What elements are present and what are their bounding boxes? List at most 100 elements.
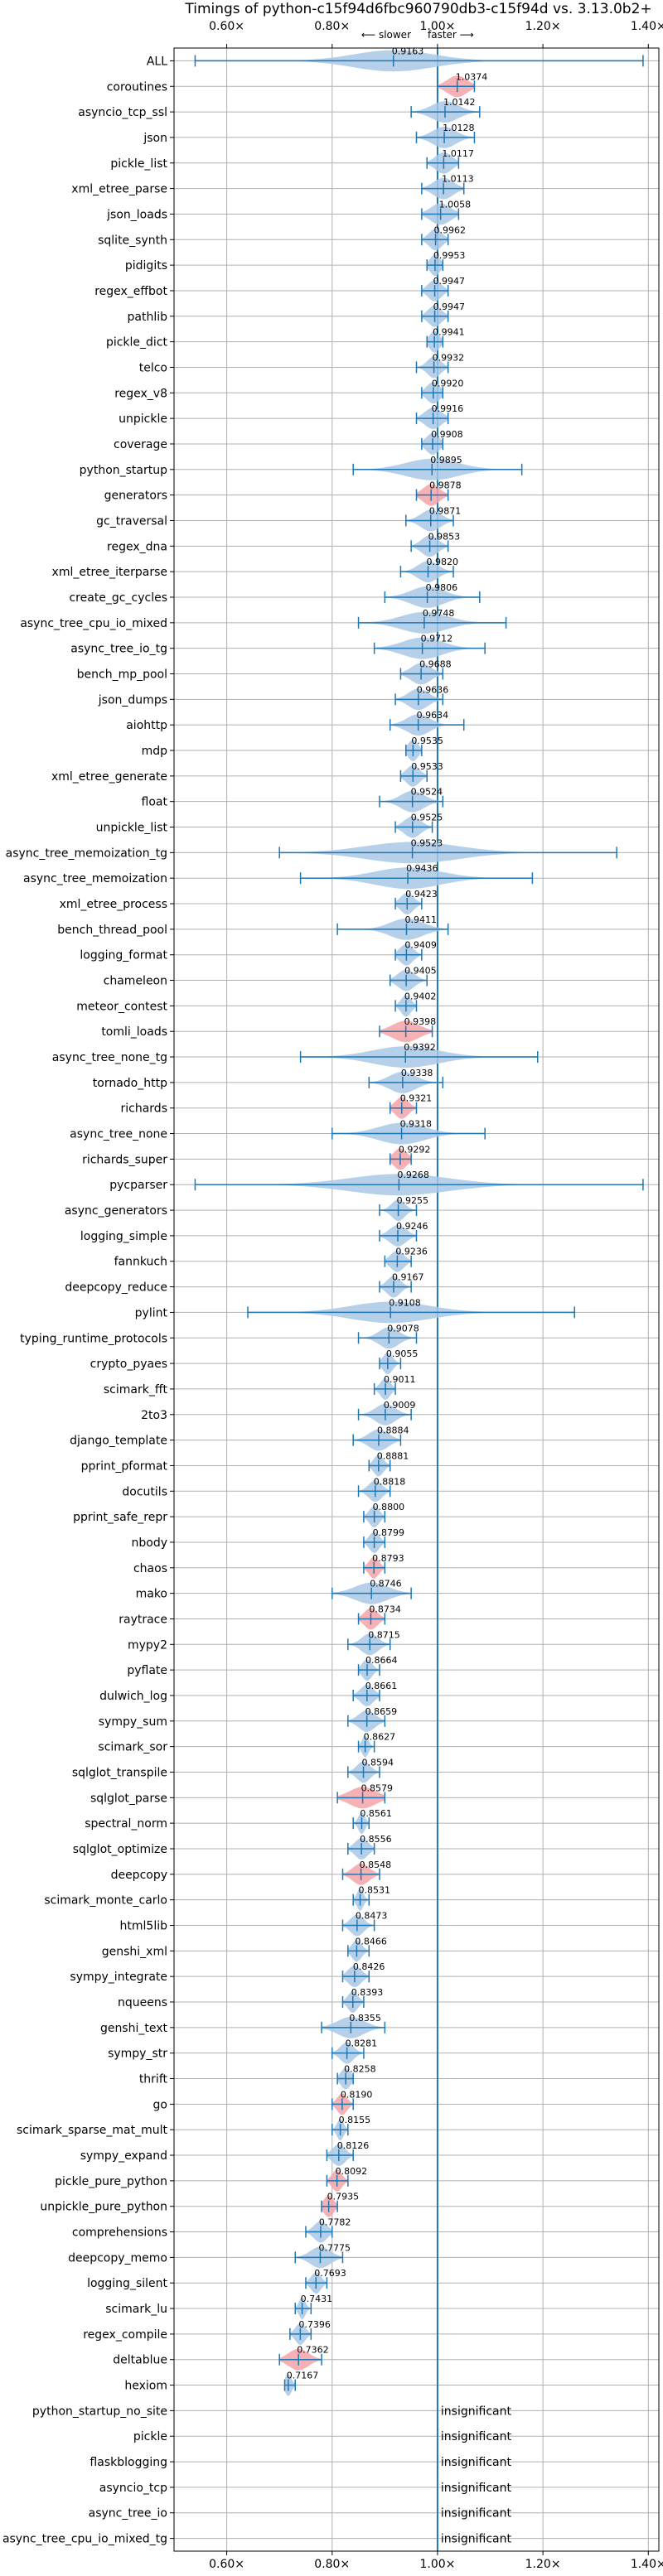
y-tick-label: json_dumps	[98, 693, 167, 707]
benchmark-row: insignificant	[441, 2507, 512, 2521]
y-tick-label: pylint	[135, 1306, 168, 1319]
value-label: 0.9947	[433, 276, 466, 287]
y-tick-label: chaos	[133, 1562, 167, 1575]
y-tick-label: logging_simple	[80, 1230, 167, 1243]
y-tick-label: deepcopy_reduce	[65, 1281, 167, 1295]
y-tick-label: pycparser	[109, 1179, 167, 1192]
y-tick-label: html5lib	[120, 1920, 168, 1933]
value-label: 1.0117	[442, 148, 474, 159]
y-tick-label: aiohttp	[126, 719, 167, 732]
value-label: 0.9748	[423, 608, 455, 619]
value-label: 0.8258	[344, 2064, 376, 2075]
slower-annotation: ⟵ slower	[361, 29, 411, 41]
y-tick-label: genshi_text	[100, 2022, 168, 2035]
value-label: 0.8661	[365, 1681, 398, 1691]
y-tick-label: mdp	[142, 745, 168, 758]
y-tick-label: bench_mp_pool	[77, 668, 167, 682]
y-tick-label: bench_thread_pool	[57, 924, 167, 937]
y-tick-label: raytrace	[119, 1613, 167, 1626]
y-tick-label: scimark_monte_carlo	[44, 1894, 167, 1908]
y-tick-label: telco	[139, 361, 167, 374]
value-label: 0.8884	[377, 1425, 409, 1436]
value-label: 1.0128	[443, 123, 475, 133]
y-tick-label: deepcopy_memo	[68, 2251, 167, 2265]
value-label: 0.9423	[405, 889, 438, 900]
y-tick-label: async_tree_memoization	[23, 872, 167, 885]
value-label: 0.9268	[397, 1170, 429, 1180]
y-tick-label: pidigits	[125, 259, 167, 273]
y-tick-label: asyncio_tcp_ssl	[78, 106, 167, 119]
y-tick-label: mako	[136, 1588, 167, 1601]
y-tick-label: pathlib	[128, 311, 168, 324]
value-label: 0.8426	[353, 1961, 385, 1972]
y-tick-label: flaskblogging	[90, 2456, 167, 2469]
insignificant-label: insignificant	[441, 2405, 512, 2418]
y-tick-label: tomli_loads	[101, 1025, 167, 1039]
value-label: 0.8594	[362, 1757, 394, 1768]
y-tick-label: async_tree_none	[70, 1128, 167, 1141]
value-label: 0.8799	[373, 1527, 405, 1538]
value-label: 0.8531	[359, 1885, 391, 1896]
y-tick-label: pprint_pformat	[81, 1459, 168, 1473]
value-label: 0.9292	[399, 1144, 431, 1155]
y-tick-label: regex_v8	[114, 387, 167, 400]
value-label: 0.8793	[372, 1553, 404, 1564]
value-label: 0.8734	[369, 1604, 401, 1614]
value-label: 0.9525	[411, 813, 443, 823]
value-label: 0.9908	[431, 429, 463, 440]
benchmark-row: insignificant	[441, 2482, 512, 2495]
y-tick-label: sympy_integrate	[70, 1971, 167, 1984]
y-tick-label: pickle_pure_python	[55, 2175, 167, 2188]
y-tick-label: async_tree_cpu_io_mixed_tg	[2, 2533, 167, 2546]
value-label: 0.9634	[417, 710, 449, 721]
value-label: 0.8746	[370, 1579, 402, 1589]
y-tick-label: regex_compile	[83, 2328, 167, 2342]
value-label: 0.7167	[287, 2371, 319, 2381]
y-tick-label: logging_format	[80, 949, 167, 962]
value-label: 0.8548	[360, 1860, 392, 1870]
y-tick-label: regex_effbot	[94, 285, 167, 298]
bottom-tick-label: 1.00×	[419, 2558, 455, 2571]
y-tick-label: sympy_str	[108, 2048, 167, 2061]
value-label: 0.9338	[401, 1068, 433, 1078]
value-label: 0.9524	[411, 787, 443, 798]
value-label: 0.9962	[434, 224, 467, 235]
y-tick-label: docutils	[122, 1485, 167, 1498]
y-tick-label: deltablue	[113, 2354, 167, 2367]
insignificant-label: insignificant	[441, 2507, 512, 2521]
y-tick-label: pickle	[133, 2430, 167, 2443]
y-tick-label: pickle_list	[110, 157, 167, 171]
y-tick-label: float	[142, 796, 168, 809]
y-tick-label: asyncio_tcp	[99, 2482, 167, 2495]
value-label: 0.9011	[384, 1374, 416, 1385]
y-tick-label: scimark_sor	[98, 1741, 167, 1754]
y-tick-label: spectral_norm	[85, 1817, 167, 1831]
faster-annotation: faster ⟶	[428, 29, 474, 41]
value-label: 0.8466	[355, 1936, 387, 1946]
y-tick-label: richards_super	[82, 1153, 167, 1166]
value-label: 0.8556	[360, 1834, 392, 1845]
benchmark-row: insignificant	[441, 2430, 512, 2443]
value-label: 0.8881	[377, 1450, 409, 1461]
value-label: 0.9402	[404, 991, 437, 1001]
y-tick-label: pickle_dict	[106, 336, 168, 350]
y-tick-label: gc_traversal	[96, 514, 167, 528]
y-tick-label: logging_silent	[87, 2277, 167, 2290]
value-label: 0.9535	[411, 736, 443, 746]
benchmark-row: insignificant	[441, 2456, 512, 2469]
value-label: 0.9246	[396, 1221, 428, 1232]
y-tick-label: hexiom	[124, 2380, 167, 2393]
y-tick-label: async_tree_io_tg	[70, 643, 167, 656]
value-label: 0.9941	[433, 327, 465, 338]
value-label: 0.9009	[384, 1400, 416, 1411]
value-label: 0.9636	[417, 684, 449, 695]
value-label: 0.7782	[319, 2217, 351, 2228]
y-tick-label: ALL	[147, 55, 167, 68]
y-tick-label: meteor_contest	[76, 1000, 167, 1013]
value-label: 0.9411	[404, 914, 437, 925]
value-label: 0.8355	[349, 2013, 381, 2024]
y-tick-label: scimark_fft	[104, 1383, 168, 1397]
value-label: 0.9806	[426, 582, 458, 593]
y-tick-label: regex_dna	[107, 540, 167, 553]
